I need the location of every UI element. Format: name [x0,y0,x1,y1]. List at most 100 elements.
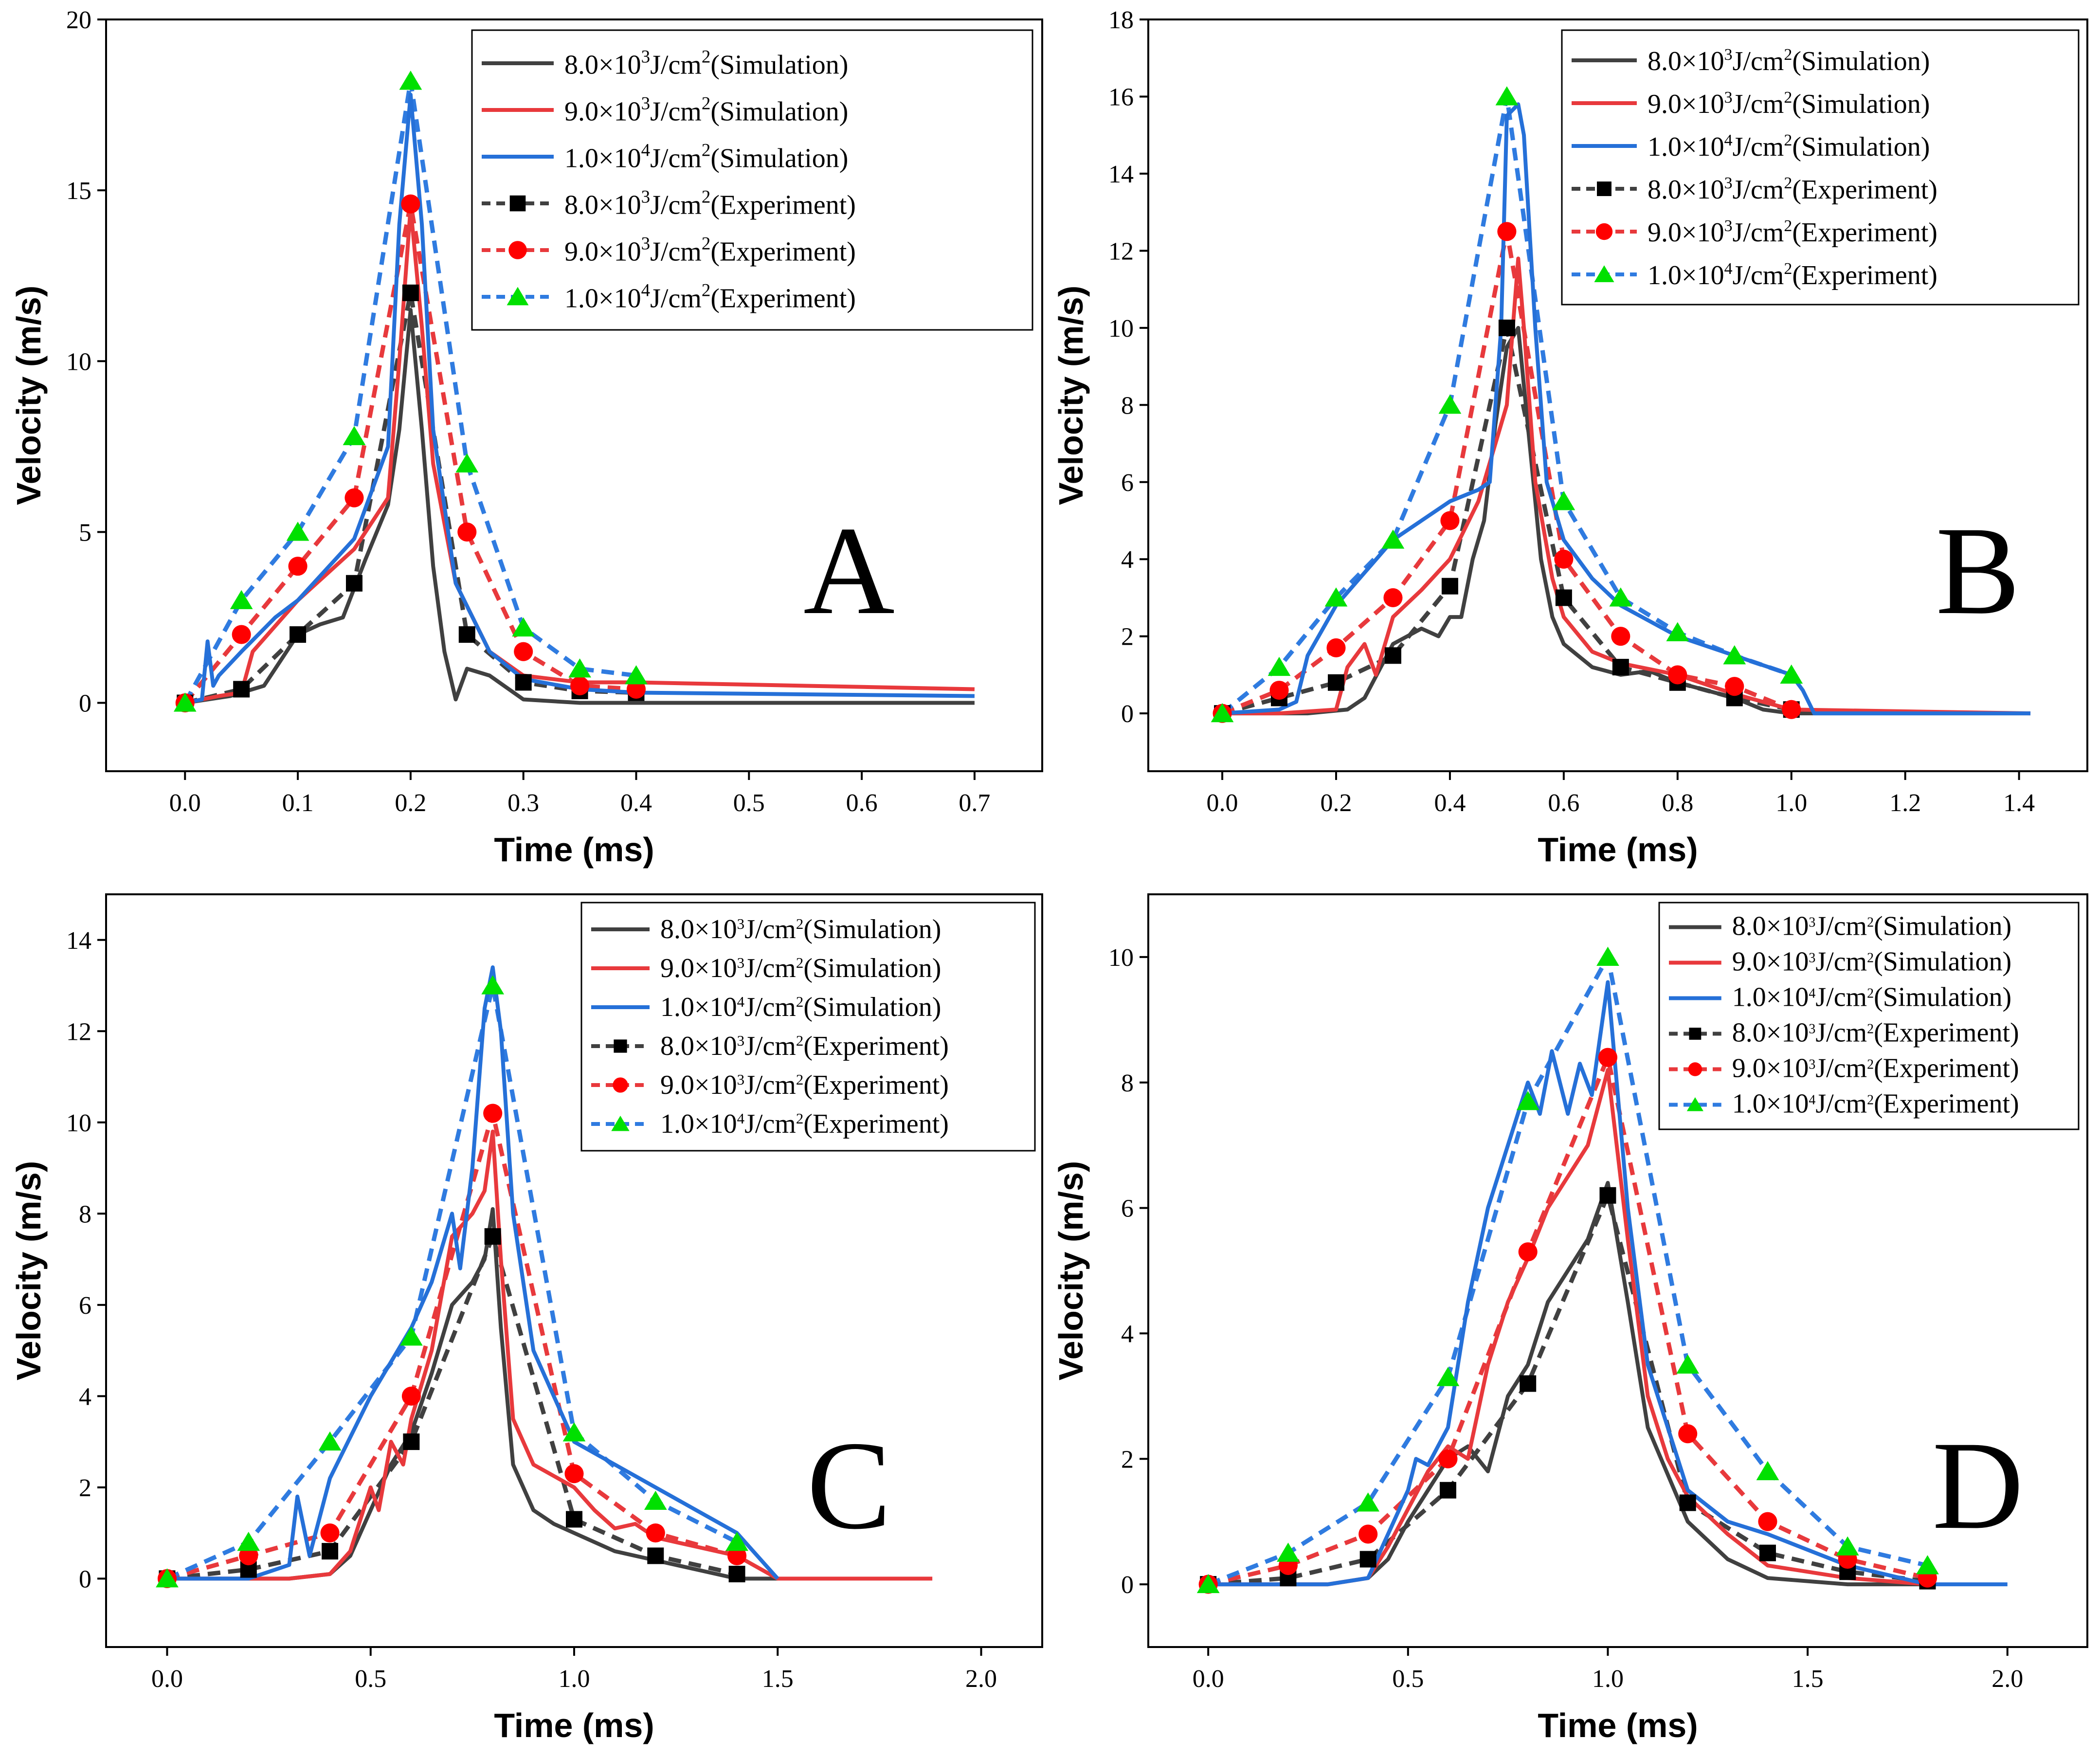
legend-label: 9.0×103J/cm2(Experiment) [1647,217,1937,248]
experiment-point-red [570,676,590,695]
x-axis-title: Time (ms) [1538,831,1698,869]
experiment-point-red [1440,511,1460,530]
experiment-point-black [322,1543,339,1560]
experiment-line-green [166,983,738,1581]
y-axis-title: Velocity (m/s) [10,1161,48,1380]
experiment-line-red [166,1111,738,1581]
experiment-point-red [320,1523,340,1543]
legend-label: 1.0×104J/cm2(Experiment) [1732,1089,2019,1119]
experiment-point-green [1438,395,1462,414]
y-tick-label: 2 [1121,623,1134,651]
legend-marker-red [1595,223,1613,240]
x-axis-title: Time (ms) [1538,1706,1698,1744]
legend-label: 8.0×103J/cm2(Simulation) [1647,46,1930,76]
x-axis-title: Time (ms) [494,831,654,869]
y-tick-label: 6 [1121,469,1134,497]
legend-box [1658,902,2080,1130]
experiment-line-green [1207,955,1928,1587]
x-tick-label: 0.4 [1434,789,1466,817]
legend-marker-black [614,1039,627,1053]
experiment-point-green [1381,529,1405,549]
experiment-point-black [403,1433,420,1450]
x-tick-label: 0.4 [620,789,652,817]
experiment-point-green [1676,1354,1700,1374]
legend-label: 8.0×103J/cm2(Experiment) [660,1031,949,1061]
plot-area [1211,86,2031,723]
x-tick-label: 0.0 [1193,1665,1224,1693]
y-tick-label: 5 [79,519,91,546]
y-tick-label: 10 [1108,944,1134,972]
x-tick-label: 1.2 [1889,789,1921,817]
x-tick-label: 0.5 [1392,1665,1424,1693]
experiment-line-red [183,201,636,705]
legend-marker-green [507,287,529,306]
experiment-point-green [644,1490,667,1510]
x-tick-label: 1.4 [2003,789,2035,817]
experiment-point-green [1916,1555,1939,1575]
experiment-point-green [1267,656,1291,676]
experiment-point-green [237,1532,260,1551]
y-axis-title: Velocity (m/s) [1052,1161,1090,1380]
plot-frame [105,18,1043,772]
experiment-point-black [233,681,250,698]
experiment-point-black [1439,1482,1456,1499]
legend-box [471,29,1033,331]
experiment-point-green [1780,664,1803,684]
experiment-point-red [1678,1424,1698,1444]
experiment-point-green [173,692,197,712]
experiment-line-red [1208,1055,1928,1587]
experiment-point-green [625,665,648,685]
y-tick-label: 0 [1121,700,1134,728]
experiment-point-black [345,575,362,592]
legend: 8.0×103J/cm2(Simulation) 9.0×103J/cm2(Sim… [471,29,1033,331]
panel-b: 0.0 0.2 0.4 0.6 0.8 1.0 1.2 1.4 0 2 4 6 8 10 12 14 16 18 T… [1052,6,2088,869]
legend-label: 1.0×104J/cm2(Simulation) [1647,131,1930,162]
x-tick-label: 0.7 [959,789,990,817]
legend-marker-green [611,1116,630,1131]
experiment-point-black [566,1511,582,1528]
y-tick-label: 2 [79,1474,91,1502]
x-tick-label: 0.3 [507,789,539,817]
x-tick-label: 0.2 [1321,789,1352,817]
y-tick-label: 6 [1121,1195,1134,1223]
y-axis-title: Velocity (m/s) [10,286,48,505]
experiment-point-green [1196,1574,1220,1594]
experiment-point-red [1358,1524,1378,1544]
experiment-point-red [1438,1449,1458,1468]
legend-box [580,902,1036,1152]
panel-letter: B [1936,501,2020,641]
experiment-point-red [1326,638,1346,658]
experiment-point-black [515,674,532,691]
legend-label: 8.0×103J/cm2(Simulation) [564,47,848,80]
y-tick-label: 15 [66,177,91,205]
legend-marker-red [508,241,527,259]
experiment-point-black [1612,659,1629,676]
experiment-point-green [400,1326,423,1346]
legend-marker-black [1597,181,1611,196]
experiment-point-red [1668,665,1687,685]
experiment-point-red [1497,222,1517,241]
experiment-point-black [1359,1551,1376,1568]
legend-label: 8.0×103J/cm2(Simulation) [1732,911,2011,942]
experiment-point-green [399,71,422,90]
plot-area [1196,946,2008,1594]
y-tick-label: 2 [1121,1446,1134,1473]
experiment-point-red [646,1523,665,1543]
experiment-point-red [1269,681,1289,700]
experiment-point-black [1384,647,1401,664]
y-tick-label: 0 [79,1565,91,1593]
y-tick-label: 14 [66,927,91,955]
x-tick-label: 1.0 [1592,1665,1624,1693]
experiment-point-red [626,679,646,699]
experiment-point-green [512,617,535,637]
x-tick-label: 0.8 [1662,789,1693,817]
x-tick-label: 0.5 [355,1665,386,1693]
experiment-point-green [1552,491,1575,510]
legend: 8.0×103J/cm2(Simulation) 9.0×103J/cm2(Sim… [580,902,1036,1152]
x-tick-label: 1.5 [1792,1665,1824,1693]
y-tick-label: 8 [1121,1069,1134,1097]
y-tick-label: 8 [1121,392,1134,419]
x-tick-label: 0.1 [282,789,314,817]
legend-label: 1.0×104J/cm2(Simulation) [564,141,848,174]
experiment-line-black [166,1234,738,1581]
